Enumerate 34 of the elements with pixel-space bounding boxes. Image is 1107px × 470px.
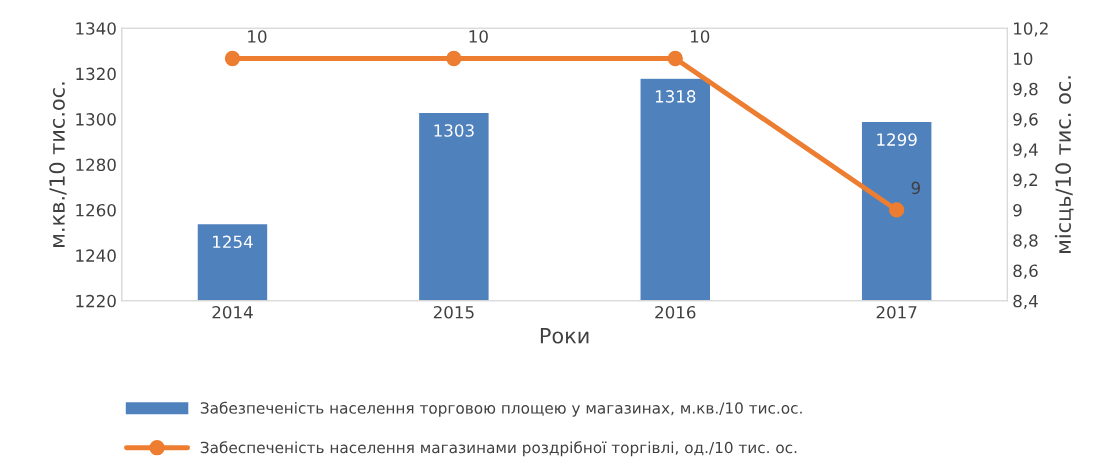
data-label: 1299 xyxy=(877,133,917,146)
x-tick-label: 2016 xyxy=(655,305,696,319)
data-label: 1303 xyxy=(434,124,474,137)
data-label: 10 xyxy=(469,30,488,43)
y2-tick-label: 10,2 xyxy=(1014,22,1048,37)
y-tick-label: 1220 xyxy=(76,294,116,308)
x-axis-title: Роки xyxy=(540,327,589,344)
x-tick-label: 2015 xyxy=(433,305,474,319)
data-label: 1254 xyxy=(213,235,253,249)
legend-label: Забеспеченість населення магазинами роздрібної торгівлі, од./10 тис. ос. xyxy=(200,441,797,457)
y2-tick-label: 9 xyxy=(1013,203,1022,217)
y2-tick-label: 10 xyxy=(1014,52,1033,66)
y2-tick-label: 9,6 xyxy=(1013,113,1038,128)
y2-tick-label: 9,2 xyxy=(1013,173,1038,188)
y-axis-title: м.кв./10 тис.ос. xyxy=(49,82,67,247)
x-tick-label: 2017 xyxy=(876,305,917,319)
y-tick-label: 1320 xyxy=(76,67,116,81)
y-tick-label: 1300 xyxy=(76,113,116,126)
data-label: 1318 xyxy=(655,90,696,103)
y2-tick-label: 8,4 xyxy=(1013,294,1038,310)
x-tick-label: 2014 xyxy=(212,305,253,319)
y-tick-label: 1340 xyxy=(76,22,116,35)
y2-tick-label: 9,8 xyxy=(1013,82,1038,98)
y-tick-label: 1280 xyxy=(76,158,116,172)
y2-tick-label: 8,6 xyxy=(1013,264,1038,279)
legend-label: Забезпеченість населення торговою площею у магазинах, м.кв./10 тис.ос. xyxy=(200,401,802,417)
data-label: 10 xyxy=(248,30,267,43)
y2-axis-title: місць/10 тис. ос. xyxy=(1054,76,1074,253)
y-tick-label: 1240 xyxy=(76,249,116,262)
y-tick-label: 1260 xyxy=(76,203,116,217)
data-label: 10 xyxy=(690,30,710,43)
y2-tick-label: 9,4 xyxy=(1013,143,1038,158)
y2-tick-label: 8,8 xyxy=(1013,234,1038,249)
data-label: 9 xyxy=(911,181,920,195)
